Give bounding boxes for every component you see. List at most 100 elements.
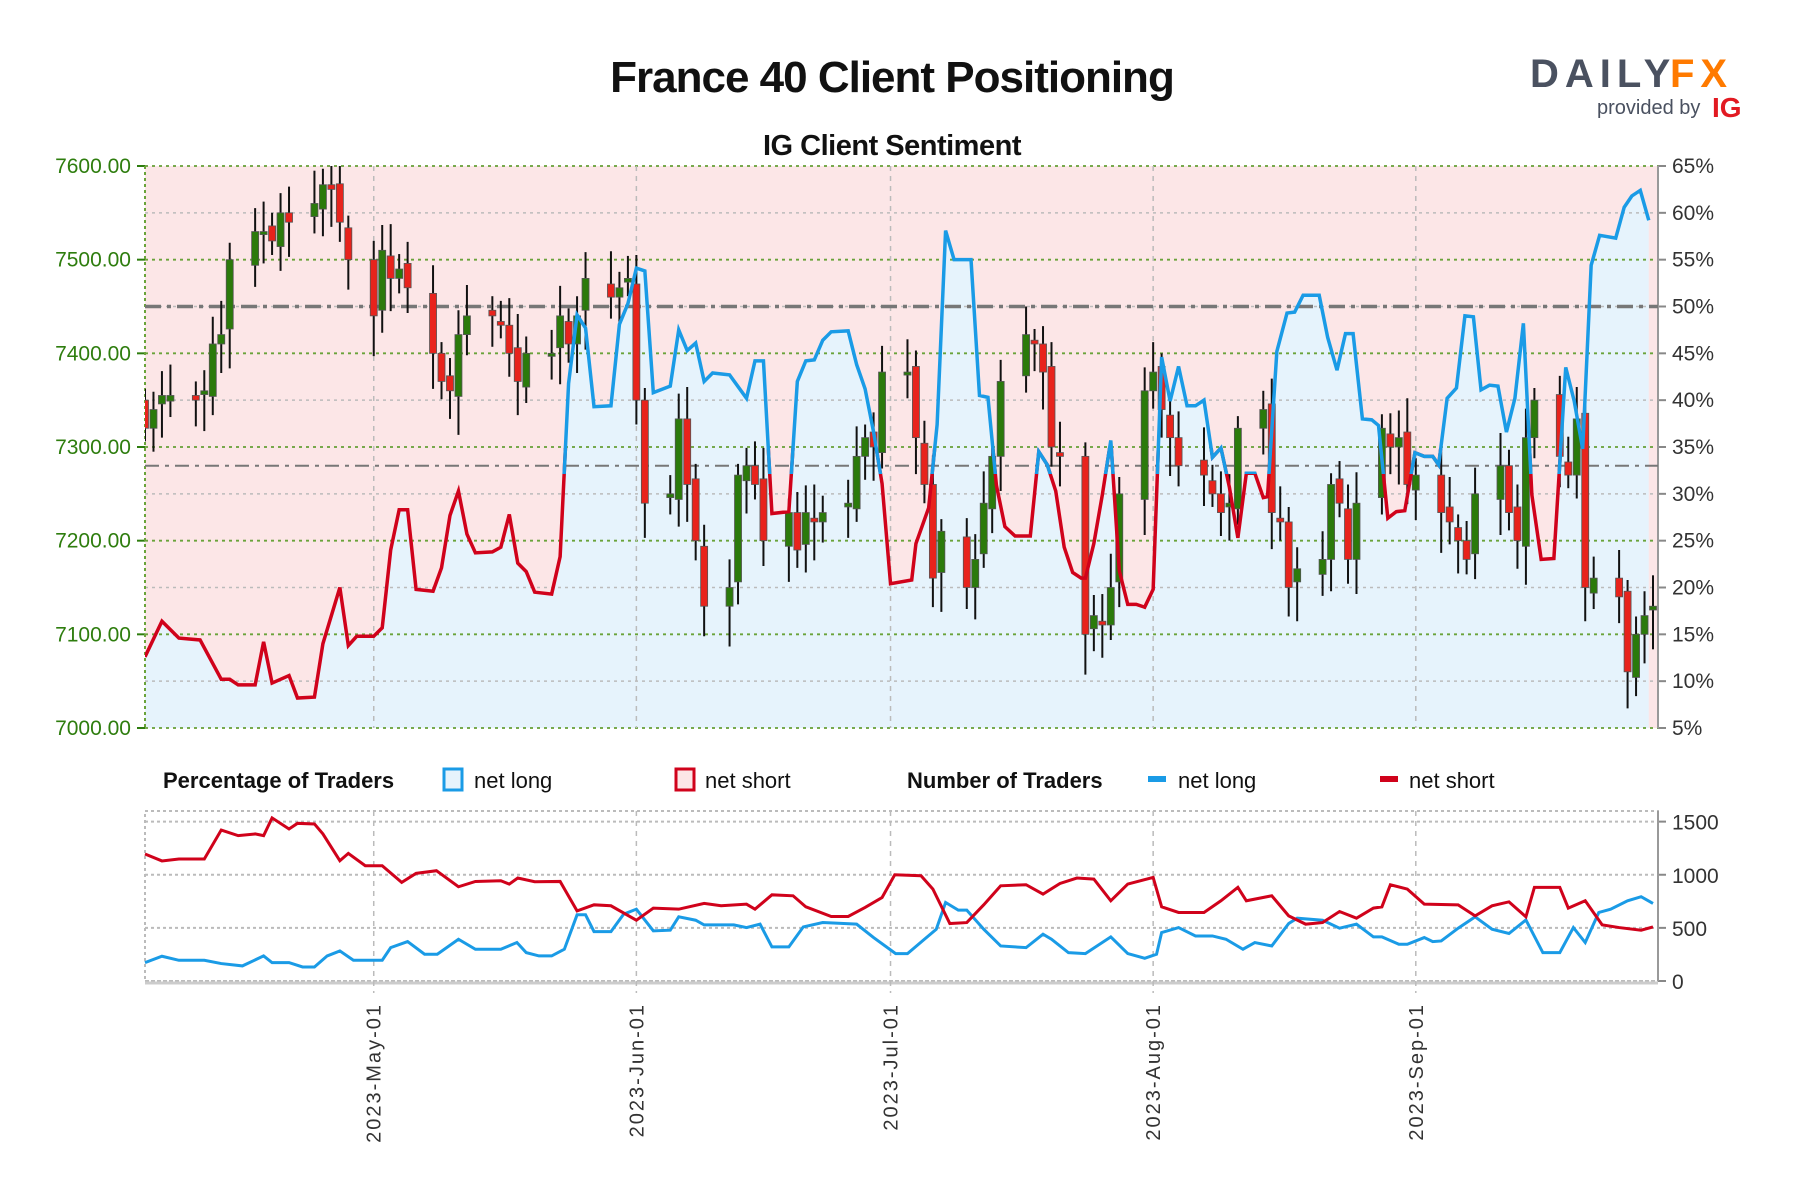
candle-up bbox=[1327, 484, 1335, 560]
count-tick-label: 500 bbox=[1672, 918, 1707, 941]
percent-tick-label: 60% bbox=[1672, 202, 1714, 225]
candle-down bbox=[505, 324, 514, 354]
candle-up bbox=[674, 418, 683, 500]
candle-up bbox=[217, 334, 226, 345]
candle-up bbox=[158, 395, 166, 405]
x-tick-label: 2023-Jul-01 bbox=[881, 1003, 903, 1131]
candle-down bbox=[1454, 527, 1463, 542]
candle-down bbox=[1030, 339, 1039, 345]
logo-daily: DAILY bbox=[1530, 52, 1676, 96]
candle-up bbox=[971, 559, 980, 588]
legend-pct-short: net short bbox=[705, 768, 791, 793]
candle-down bbox=[1623, 590, 1632, 673]
candle-down bbox=[683, 418, 692, 485]
logo-ig: IG bbox=[1712, 92, 1742, 123]
percent-tick-label: 5% bbox=[1672, 717, 1702, 740]
candle-down bbox=[1615, 577, 1624, 598]
candle-up bbox=[1352, 502, 1361, 560]
candle-down bbox=[1445, 506, 1454, 523]
candle-down bbox=[1462, 540, 1471, 560]
candle-up bbox=[903, 371, 912, 376]
logo-fx: FX bbox=[1670, 52, 1733, 96]
percent-tick-label: 65% bbox=[1672, 155, 1714, 178]
candle-up bbox=[861, 437, 870, 457]
candle-down bbox=[369, 259, 378, 317]
candle-down bbox=[564, 321, 573, 345]
candle-down bbox=[403, 263, 412, 289]
legend-num-long: net long bbox=[1178, 768, 1256, 793]
candle-down bbox=[751, 465, 759, 485]
candle-up bbox=[1293, 568, 1302, 583]
candle-down bbox=[1039, 343, 1047, 373]
candle-up bbox=[522, 352, 531, 388]
candle-up bbox=[734, 474, 742, 583]
candle-up bbox=[1106, 587, 1115, 626]
candle-down bbox=[191, 395, 200, 401]
candle-up bbox=[878, 371, 886, 454]
candle-down bbox=[640, 399, 649, 504]
candle-up bbox=[547, 352, 556, 357]
candle-up bbox=[742, 465, 751, 482]
candle-up bbox=[844, 502, 853, 508]
price-tick-label: 7400.00 bbox=[55, 342, 131, 365]
percent-tick-label: 40% bbox=[1672, 389, 1714, 412]
legend-pct-short-swatch bbox=[674, 767, 696, 792]
net-long-count-line bbox=[144, 895, 1654, 969]
candle-down bbox=[386, 255, 395, 279]
candle-up bbox=[1022, 334, 1030, 377]
candle-down bbox=[691, 478, 700, 542]
candle-up bbox=[395, 268, 404, 279]
candle-down bbox=[488, 309, 497, 317]
count-tick-label: 0 bbox=[1672, 971, 1684, 994]
candle-down bbox=[1386, 433, 1395, 448]
candle-up bbox=[251, 231, 260, 266]
candle-down bbox=[145, 399, 149, 429]
price-tick-label: 7100.00 bbox=[55, 623, 131, 646]
candle-up bbox=[1496, 465, 1505, 500]
candle-down bbox=[607, 283, 615, 298]
candle-down bbox=[700, 545, 709, 607]
candle-down bbox=[1098, 620, 1107, 626]
candle-up bbox=[996, 381, 1005, 457]
price-tick-label: 7300.00 bbox=[55, 436, 131, 459]
candle-down bbox=[285, 212, 293, 223]
chart-title: France 40 Client Positioning bbox=[610, 53, 1174, 102]
candles bbox=[145, 166, 1657, 709]
candle-down bbox=[1344, 508, 1352, 560]
percent-tick-label: 55% bbox=[1672, 249, 1714, 272]
percent-tick-label: 30% bbox=[1672, 483, 1714, 506]
percent-tick-label: 35% bbox=[1672, 436, 1714, 459]
candle-up bbox=[1089, 615, 1098, 630]
candle-down bbox=[1208, 480, 1217, 495]
candle-up bbox=[666, 493, 675, 498]
percent-tick-label: 20% bbox=[1672, 577, 1714, 600]
candle-down bbox=[268, 225, 276, 242]
candle-up bbox=[623, 277, 632, 283]
legend-num-short-swatch bbox=[1380, 776, 1398, 782]
candle-up bbox=[1259, 409, 1268, 429]
candle-up bbox=[784, 512, 793, 547]
legend-pct-title: Percentage of Traders bbox=[163, 768, 394, 793]
candle-up bbox=[1471, 493, 1479, 555]
percent-tick-label: 50% bbox=[1672, 296, 1714, 319]
legend-num-long-swatch bbox=[1148, 776, 1166, 782]
legend-num-title: Number of Traders bbox=[907, 768, 1103, 793]
candle-down bbox=[920, 442, 929, 485]
candle-down bbox=[446, 375, 454, 392]
percent-tick-label: 10% bbox=[1672, 670, 1714, 693]
candle-up bbox=[1649, 605, 1657, 611]
legend-pct-long-swatch bbox=[442, 767, 464, 792]
candle-up bbox=[556, 315, 565, 349]
candle-up bbox=[979, 502, 988, 555]
price-tick-label: 7500.00 bbox=[55, 249, 131, 272]
net-short-count-line bbox=[144, 815, 1654, 932]
lower-plot-frame bbox=[144, 810, 1659, 982]
candle-down bbox=[1056, 452, 1064, 457]
candle-down bbox=[810, 517, 819, 523]
logo-provided-by: provided by bbox=[1597, 97, 1700, 119]
candle-up bbox=[1394, 437, 1403, 448]
candle-up bbox=[200, 390, 209, 395]
net-long-area bbox=[145, 190, 1649, 728]
candle-down bbox=[1174, 437, 1183, 467]
percent-tick-label: 25% bbox=[1672, 530, 1714, 553]
